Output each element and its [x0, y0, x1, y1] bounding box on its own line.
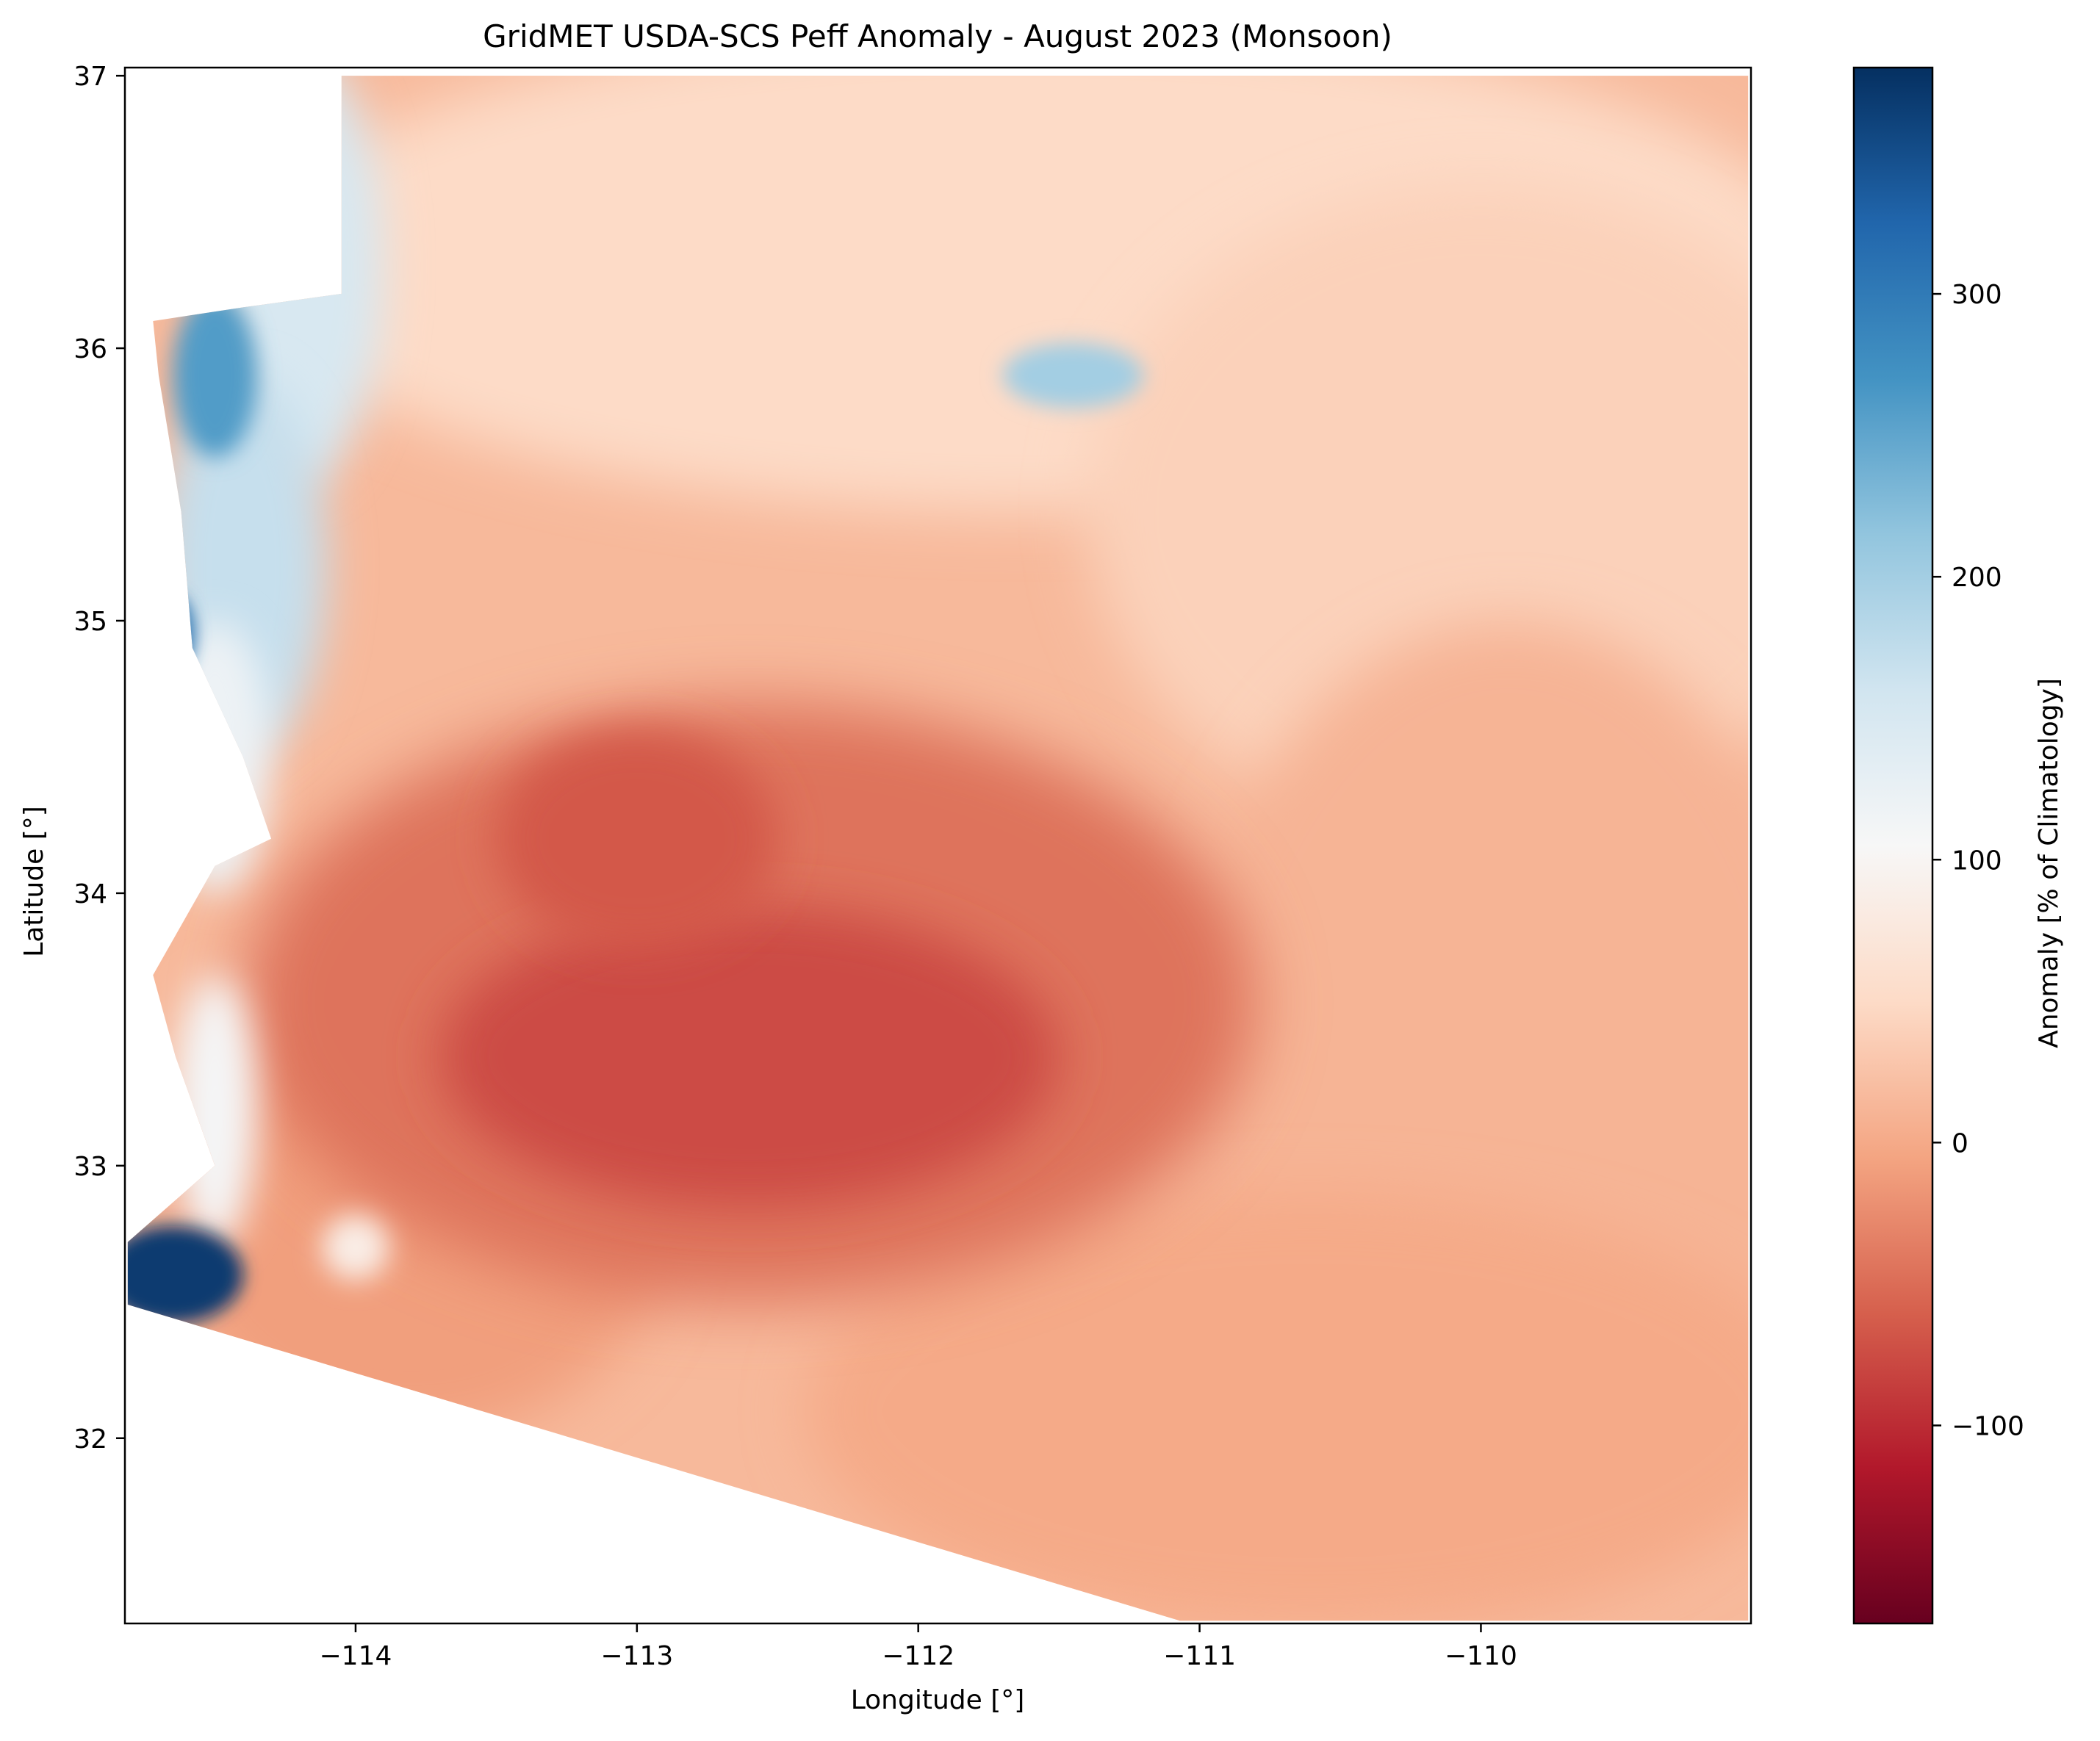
x-tick-label: −110	[1445, 1641, 1517, 1671]
region-central-core	[439, 906, 1060, 1207]
y-tick-label: 33	[73, 1152, 107, 1182]
region-west-south	[173, 975, 257, 1248]
colorbar-tick-label: 200	[1952, 563, 2002, 593]
x-tick-label: −114	[320, 1641, 392, 1671]
chart-title: GridMET USDA-SCS Peff Anomaly - August 2…	[483, 18, 1392, 54]
region-central-north	[496, 729, 778, 948]
y-tick-label: 37	[73, 62, 107, 92]
region-northeast	[1087, 184, 1749, 839]
anomaly-regions	[127, 76, 1749, 1621]
region-west-coast	[158, 620, 272, 893]
region-border-southwest	[127, 1225, 243, 1324]
region-south	[805, 1192, 1749, 1621]
colorbar-label: Anomaly [% of Climatology]	[2034, 678, 2064, 1048]
colorbar	[1852, 66, 1934, 1625]
y-tick-label: 36	[73, 334, 107, 364]
x-axis-ticks: −114 −113 −112 −111 −110	[320, 1623, 1517, 1671]
x-axis-label: Longitude [°]	[851, 1685, 1025, 1715]
y-axis-label: Latitude [°]	[19, 806, 49, 957]
y-tick-label: 35	[73, 607, 107, 637]
colorbar-tick-label: 100	[1952, 846, 2002, 876]
y-tick-label: 32	[73, 1424, 107, 1455]
y-tick-label: 34	[73, 879, 107, 909]
colorbar-tick-label: −100	[1952, 1411, 2024, 1441]
y-axis-ticks: 32 33 34 35 36 37	[73, 62, 125, 1455]
region-lake-powell	[1002, 342, 1143, 408]
plot-frame	[123, 66, 1752, 1625]
colorbar-tick-label: 0	[1952, 1128, 1968, 1158]
region-west-mid-dark	[150, 593, 195, 676]
x-tick-label: −112	[882, 1641, 954, 1671]
region-yuma-bright	[322, 1214, 389, 1280]
x-tick-label: −111	[1163, 1641, 1236, 1671]
region-west-north-dark	[173, 293, 257, 458]
colorbar-ticks: −100 0 100 200 300	[1932, 280, 2024, 1441]
anomaly-map	[127, 76, 1749, 1621]
colorbar-tick-label: 300	[1952, 280, 2002, 310]
x-tick-label: −113	[600, 1641, 673, 1671]
